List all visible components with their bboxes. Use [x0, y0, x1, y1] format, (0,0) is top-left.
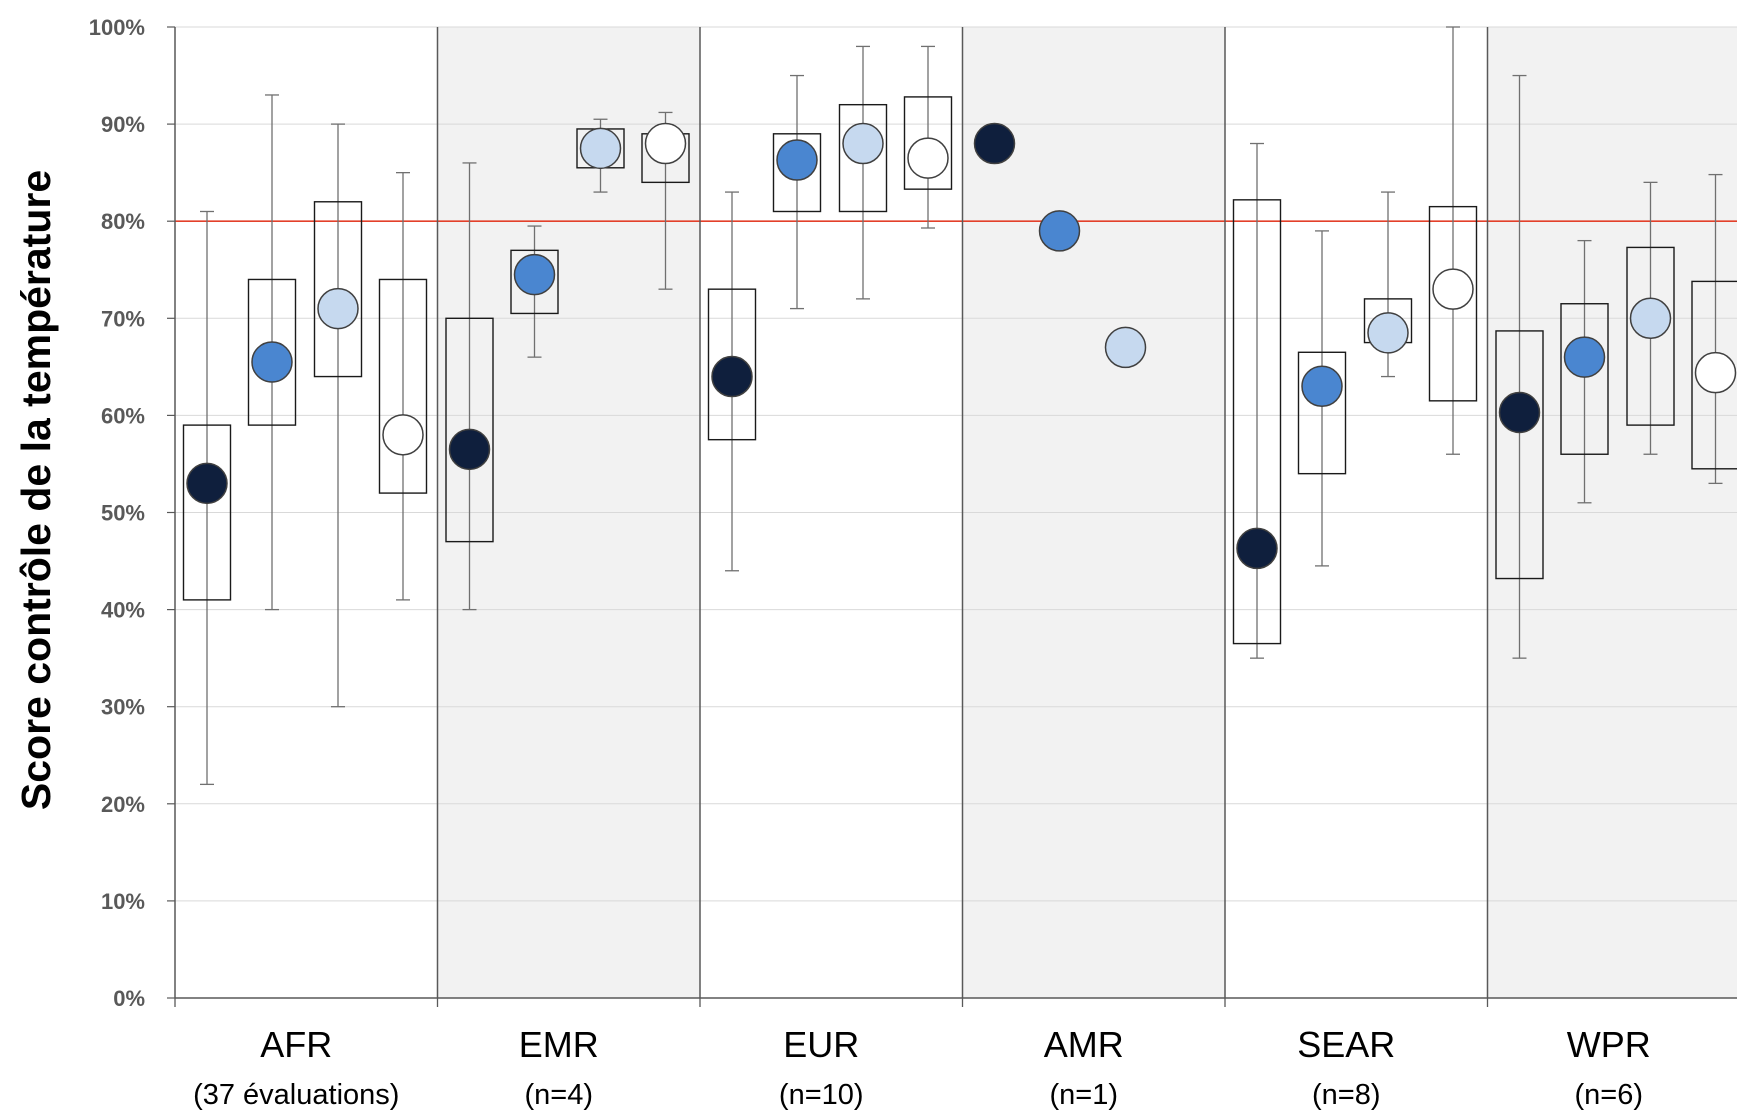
- box-eur-s4: [903, 96, 953, 190]
- mean-point-eur-s4: [907, 137, 949, 179]
- box-wpr-s3: [1626, 246, 1675, 426]
- box-sear-s2: [1297, 351, 1347, 475]
- mean-point-afr-s2: [251, 341, 293, 383]
- mean-point-amr-s3: [1104, 326, 1147, 369]
- mean-point-afr-s4: [382, 414, 424, 456]
- y-tick-label: 40%: [101, 598, 145, 623]
- region-label-eur: EUR: [783, 1024, 859, 1065]
- mean-point-afr-s1: [186, 462, 228, 505]
- region-label-afr: AFR: [260, 1024, 332, 1065]
- region-sublabel-afr: (37 évaluations): [193, 1079, 399, 1111]
- region-sublabel-wpr: (n=6): [1574, 1079, 1643, 1111]
- y-tick-label: 50%: [101, 501, 145, 526]
- box-afr-s1: [182, 424, 232, 601]
- y-tick-label: 70%: [101, 306, 145, 331]
- box-afr-s2: [247, 278, 297, 426]
- box-eur-s3: [838, 103, 888, 213]
- mean-point-amr-s2: [1038, 210, 1081, 252]
- region-label-sear: SEAR: [1297, 1024, 1395, 1065]
- mean-point-amr-s1: [973, 122, 1016, 165]
- box-eur-s1: [707, 288, 757, 441]
- region-sublabel-sear: (n=8): [1312, 1079, 1381, 1111]
- region-label-amr: AMR: [1044, 1024, 1124, 1065]
- box-afr-s4: [378, 278, 428, 494]
- mean-point-sear-s4: [1432, 268, 1474, 310]
- box-eur-s2: [772, 133, 822, 213]
- mean-point-sear-s2: [1301, 365, 1343, 408]
- box-emr-s1: [445, 317, 494, 543]
- mean-point-emr-s1: [448, 428, 491, 471]
- mean-point-afr-s3: [317, 287, 359, 330]
- y-tick-label: 30%: [101, 695, 145, 720]
- region-label-wpr: WPR: [1567, 1024, 1651, 1065]
- y-tick-label: 60%: [101, 403, 145, 428]
- y-tick-label: 10%: [101, 889, 145, 914]
- mean-point-emr-s2: [513, 253, 556, 296]
- mean-point-eur-s1: [711, 355, 753, 398]
- region-sublabel-emr: (n=4): [524, 1079, 593, 1111]
- mean-point-emr-s4: [644, 122, 687, 165]
- y-tick-label: 0%: [113, 986, 145, 1011]
- box-sear-s1: [1232, 199, 1282, 645]
- y-tick-label: 100%: [89, 15, 145, 40]
- y-tick-label: 20%: [101, 792, 145, 817]
- box-sear-s4: [1428, 205, 1478, 402]
- axes: [174, 27, 1737, 1007]
- mean-point-wpr-s3: [1629, 297, 1672, 340]
- x-axis-labels: AFR (37 évaluations) EMR (n=4) EUR (n=10) AMR (…: [193, 1024, 1651, 1111]
- mean-point-eur-s2: [776, 139, 818, 181]
- region-sublabel-eur: (n=10): [779, 1079, 864, 1111]
- mean-point-wpr-s1: [1498, 391, 1541, 434]
- box-wpr-s1: [1495, 330, 1544, 580]
- region-sublabel-amr: (n=1): [1049, 1079, 1118, 1111]
- mean-point-emr-s3: [579, 127, 622, 170]
- y-tick-label: 90%: [101, 112, 145, 137]
- data-marks: [182, 26, 1737, 786]
- mean-point-wpr-s4: [1694, 351, 1737, 394]
- box-wpr-s4: [1691, 280, 1737, 470]
- mean-point-sear-s1: [1236, 527, 1278, 570]
- y-axis-ticks: 0% 10% 20% 30% 40% 50% 60% 70% 80% 90% 100%: [89, 15, 175, 1011]
- y-axis-title: Score contrôle de la température: [13, 170, 59, 810]
- mean-point-sear-s3: [1367, 312, 1409, 354]
- region-label-emr: EMR: [519, 1024, 599, 1065]
- mean-point-eur-s3: [842, 122, 884, 165]
- box-emr-s2: [510, 249, 559, 315]
- mean-point-wpr-s2: [1563, 336, 1606, 378]
- box-wpr-s2: [1560, 303, 1609, 455]
- y-tick-label: 80%: [101, 209, 145, 234]
- box-afr-s3: [313, 201, 363, 378]
